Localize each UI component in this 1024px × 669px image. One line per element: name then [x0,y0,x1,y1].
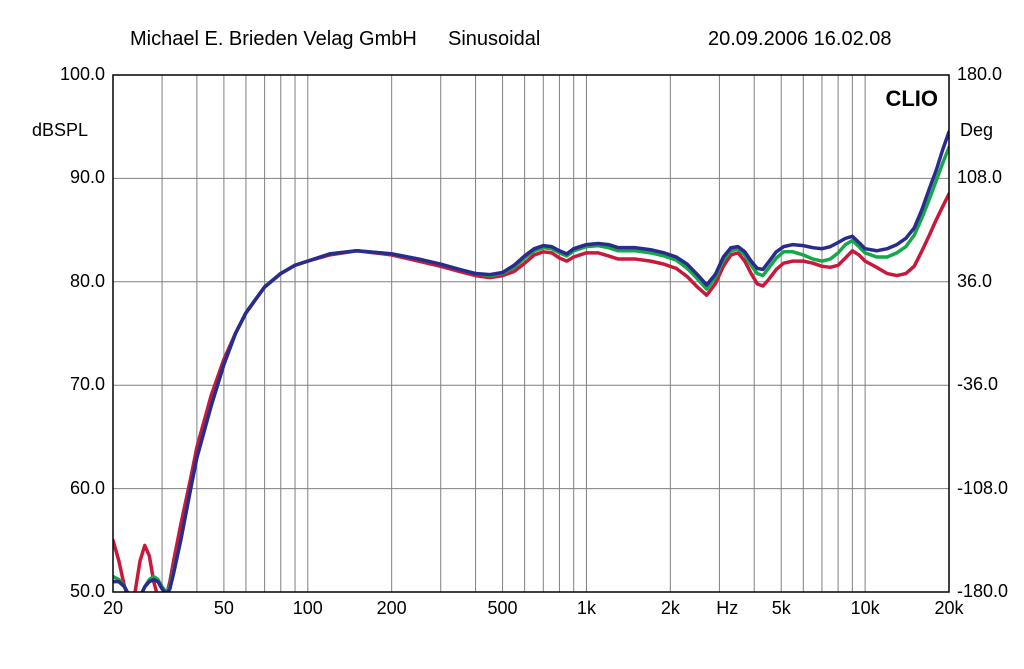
left-tick-label: 80.0 [35,271,105,292]
right-axis-unit: Deg [960,120,1010,141]
bottom-tick-label: 5k [772,598,791,619]
right-tick-label: 180.0 [957,64,1024,85]
bottom-tick-label: 2k [661,598,680,619]
right-tick-label: 108.0 [957,167,1024,188]
bottom-tick-label: 10k [851,598,880,619]
bottom-tick-label: 200 [377,598,407,619]
frequency-response-plot [0,0,1024,669]
bottom-tick-label: 1k [577,598,596,619]
brand-label: CLIO [885,86,938,112]
left-tick-label: 60.0 [35,478,105,499]
left-tick-label: 90.0 [35,167,105,188]
right-tick-label: -108.0 [957,478,1024,499]
left-tick-label: 70.0 [35,374,105,395]
right-tick-label: 36.0 [957,271,1024,292]
right-tick-label: -36.0 [957,374,1024,395]
right-tick-label: -180.0 [957,581,1024,602]
left-tick-label: 50.0 [35,581,105,602]
left-tick-label: 100.0 [35,64,105,85]
bottom-tick-label: 50 [214,598,234,619]
bottom-tick-label: 20 [103,598,123,619]
bottom-axis-unit: Hz [716,598,738,619]
bottom-tick-label: 100 [293,598,323,619]
left-axis-unit: dBSPL [32,120,102,141]
bottom-tick-label: 20k [934,598,963,619]
bottom-tick-label: 500 [488,598,518,619]
